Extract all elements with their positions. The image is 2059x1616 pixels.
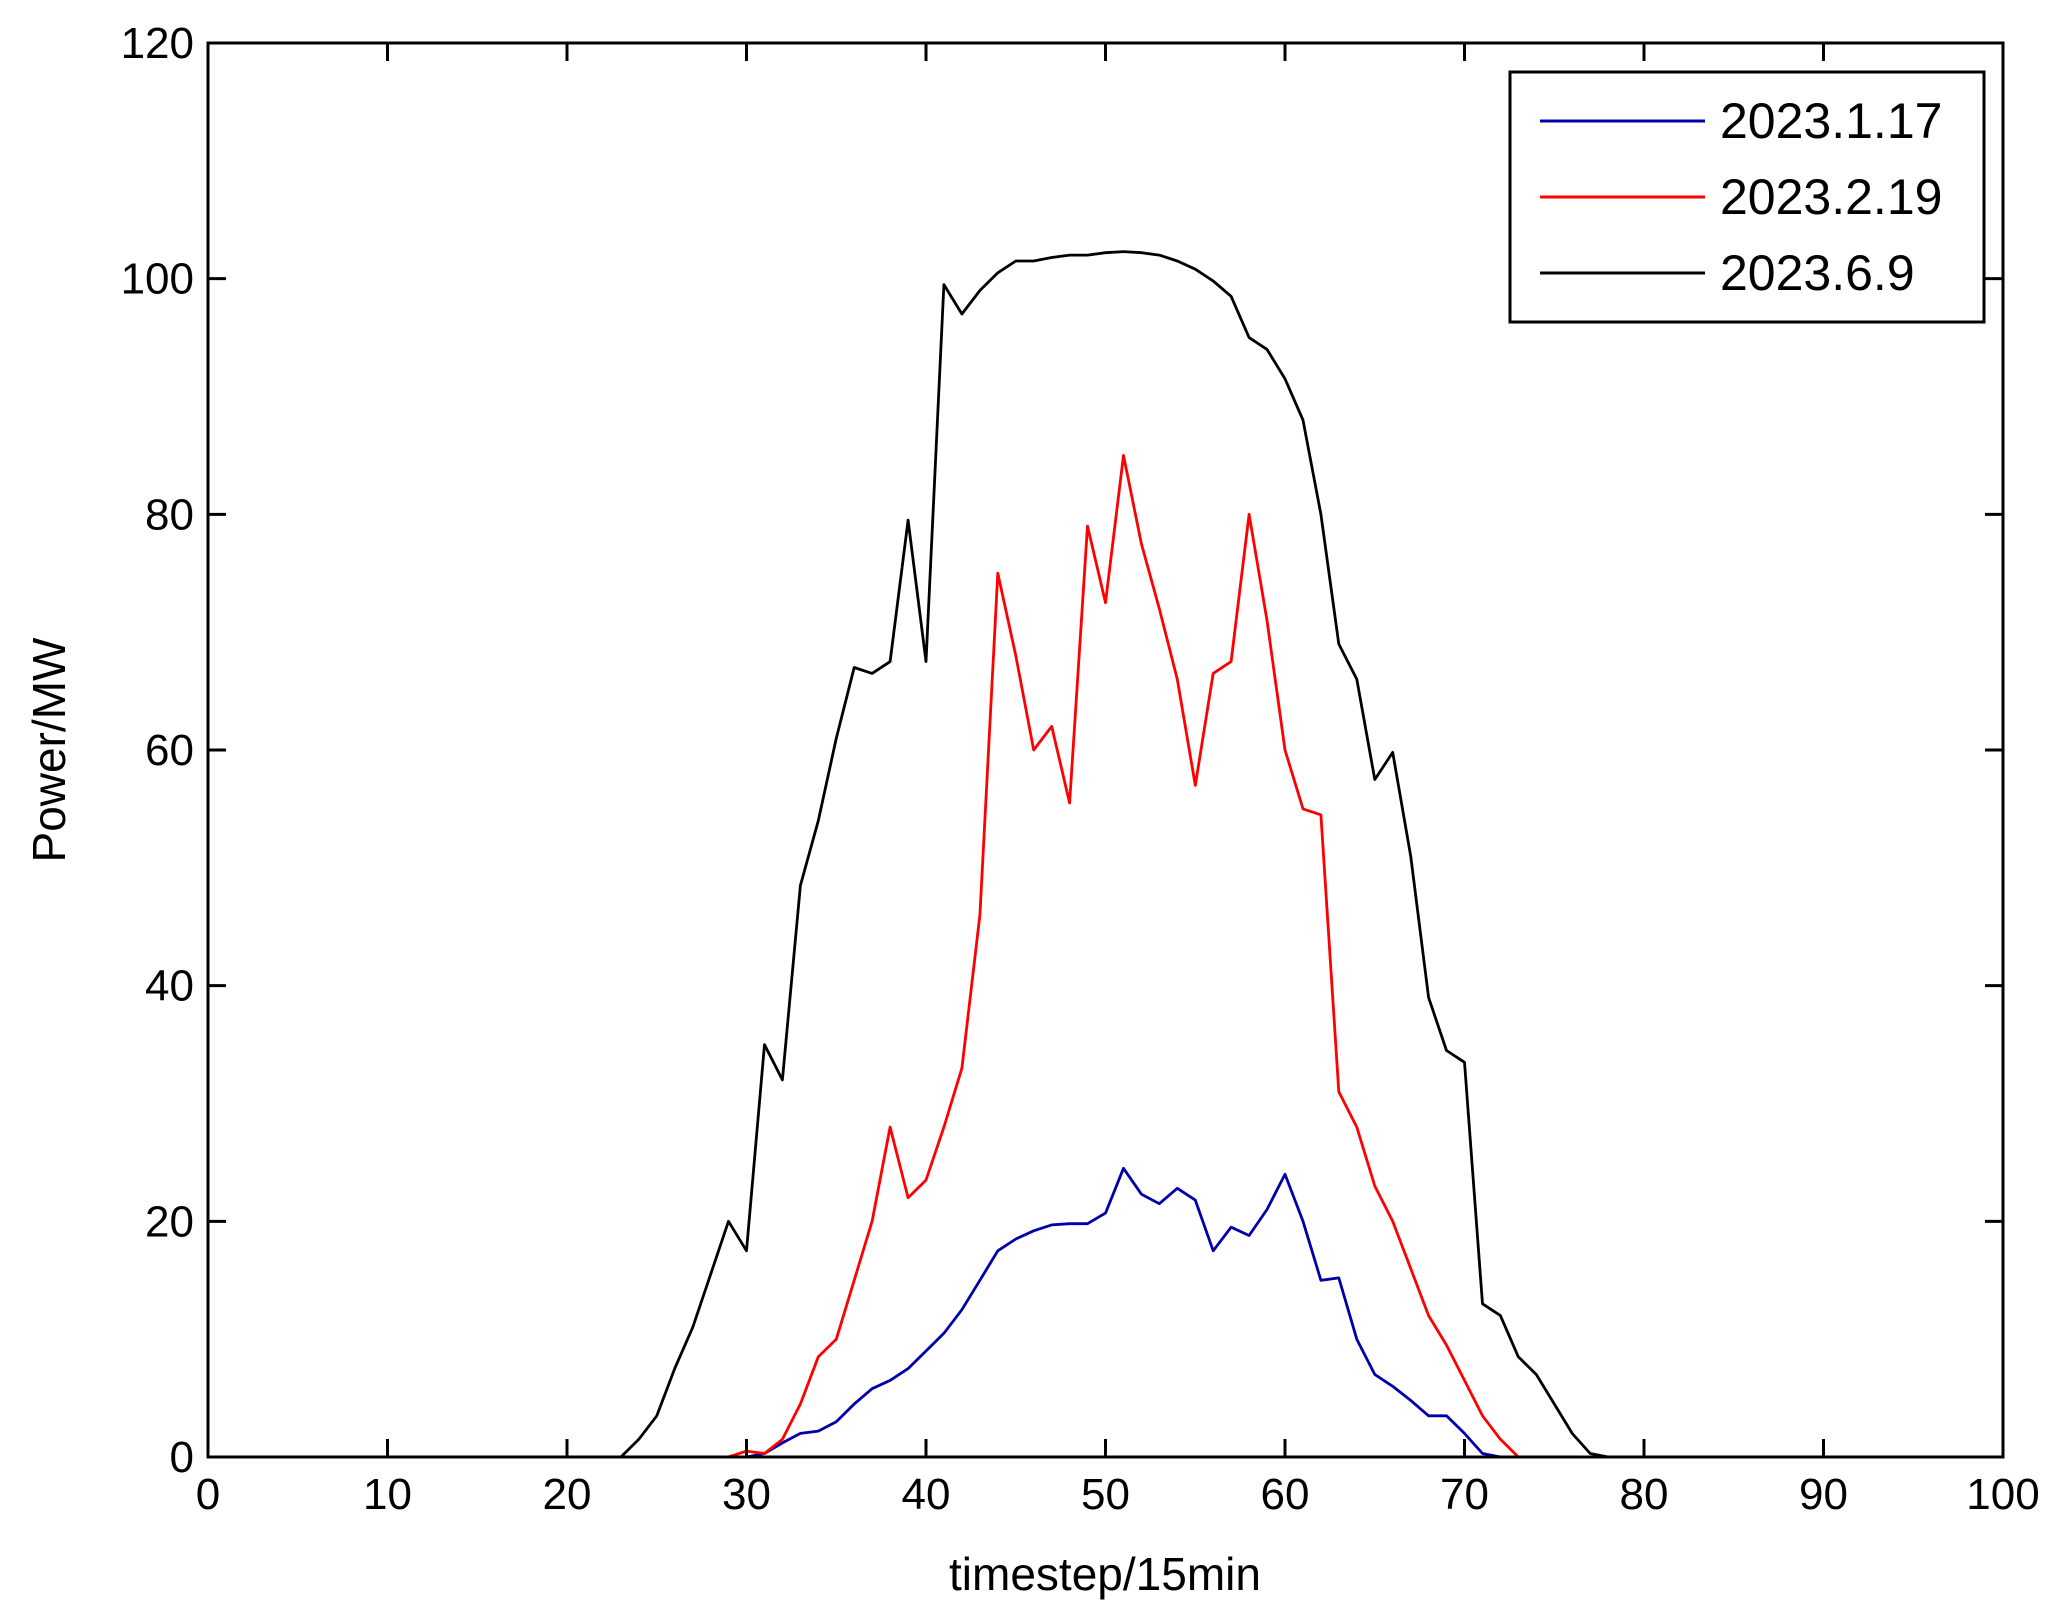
legend-label-0: 2023.1.17: [1720, 93, 1942, 149]
x-tick-label: 0: [196, 1470, 220, 1519]
series-line-2: [619, 250, 1609, 1459]
x-tick-label: 30: [722, 1470, 771, 1519]
x-tick-label: 50: [1081, 1470, 1130, 1519]
y-tick-label: 80: [145, 490, 194, 539]
x-tick-label: 80: [1620, 1470, 1669, 1519]
series-line-0: [746, 1166, 1501, 1459]
x-axis-title: timestep/15min: [949, 1548, 1261, 1600]
y-tick-label: 20: [145, 1197, 194, 1246]
y-tick-label: 40: [145, 962, 194, 1011]
y-axis: 0 20 40 60 80 100 120: [121, 19, 2003, 1482]
y-tick-label: 60: [145, 726, 194, 775]
y-tick-label: 0: [170, 1433, 194, 1482]
y-tick-label: 100: [121, 255, 194, 304]
x-tick-label: 70: [1440, 1470, 1489, 1519]
legend: 2023.1.17 2023.2.19 2023.6.9: [1508, 70, 1986, 324]
x-tick-label: 60: [1261, 1470, 1310, 1519]
legend-label-2: 2023.6.9: [1720, 245, 1915, 301]
x-tick-label: 20: [543, 1470, 592, 1519]
x-axis: 0 10 20 30 40 50 60 70 80 90 100: [196, 43, 2040, 1519]
x-tick-label: 90: [1799, 1470, 1848, 1519]
x-tick-label: 40: [902, 1470, 951, 1519]
x-tick-label: 10: [363, 1470, 412, 1519]
legend-label-1: 2023.2.19: [1720, 169, 1942, 225]
series-line-1: [728, 453, 1520, 1459]
y-tick-label: 120: [121, 19, 194, 68]
x-tick-label: 100: [1966, 1470, 2039, 1519]
y-axis-title: Power/MW: [23, 637, 75, 862]
series-layer: [619, 250, 1609, 1459]
